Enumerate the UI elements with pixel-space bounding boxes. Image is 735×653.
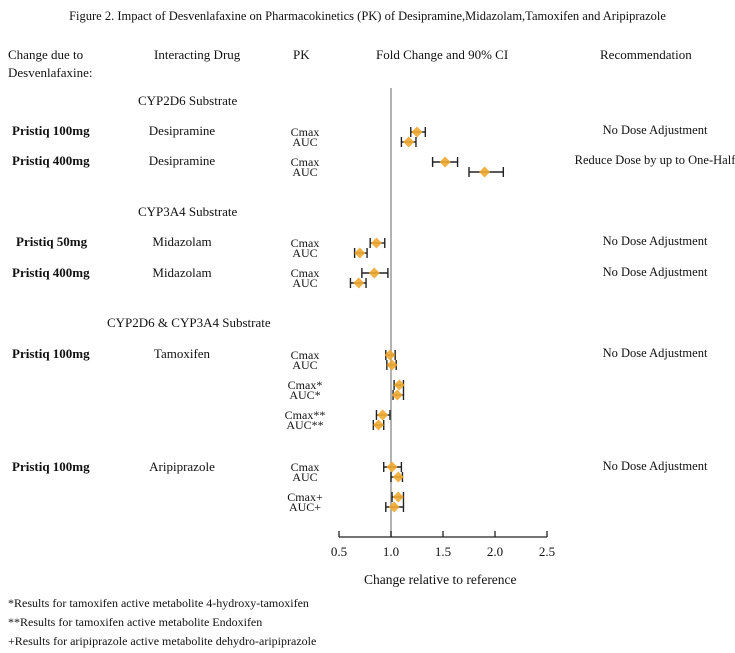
estimate-diamond: [386, 461, 398, 473]
section-label-cyp2d6-cyp3a4: CYP2D6 & CYP3A4 Substrate: [107, 315, 271, 330]
x-tick-label: 2.0: [487, 544, 503, 559]
estimate-diamond: [373, 419, 385, 431]
pk-label: Cmax*: [287, 378, 323, 392]
estimate-diamond: [368, 267, 380, 279]
estimate-diamond: [386, 359, 398, 371]
dose-label: Pristiq 400mg: [12, 153, 90, 168]
pk-label: Cmax: [290, 460, 320, 474]
dose-label: Pristiq 100mg: [12, 123, 90, 138]
x-tick-label: 1.0: [383, 544, 399, 559]
x-tick-label: 2.5: [539, 544, 555, 559]
dose-label: Pristiq 100mg: [12, 459, 90, 474]
x-tick-label: 1.5: [435, 544, 451, 559]
pk-label: Cmax: [290, 266, 320, 280]
recommendation-label: No Dose Adjustment: [602, 459, 708, 473]
estimate-diamond: [388, 501, 400, 513]
header-interacting-drug: Interacting Drug: [154, 47, 241, 62]
estimate-diamond: [403, 136, 415, 148]
estimate-diamond: [353, 277, 365, 289]
recommendation-label: No Dose Adjustment: [602, 346, 708, 360]
estimate-diamond: [479, 166, 491, 178]
recommendation-label: No Dose Adjustment: [602, 265, 708, 279]
drug-label: Tamoxifen: [153, 346, 211, 361]
recommendation-label: No Dose Adjustment: [602, 123, 708, 137]
footnote: *Results for tamoxifen active metabolite…: [8, 596, 309, 610]
recommendation-label: No Dose Adjustment: [602, 234, 708, 248]
pk-label: Cmax: [290, 236, 320, 250]
drug-label: Midazolam: [152, 234, 212, 249]
pk-label: Cmax: [290, 348, 320, 362]
estimate-diamond: [391, 389, 403, 401]
figure-title: Figure 2. Impact of Desvenlafaxine on Ph…: [69, 9, 666, 23]
header-recommendation: Recommendation: [600, 47, 692, 62]
section-label-cyp3a4: CYP3A4 Substrate: [138, 204, 238, 219]
header-change-due-to: Change due to: [8, 47, 84, 62]
drug-label: Desipramine: [148, 123, 216, 138]
drug-label: Desipramine: [148, 153, 216, 168]
pk-label: Cmax+: [287, 490, 323, 504]
dose-label: Pristiq 50mg: [16, 234, 88, 249]
estimate-diamond: [354, 247, 366, 259]
estimate-diamond: [370, 237, 382, 249]
pk-label: AUC*: [289, 388, 321, 402]
section-label-cyp2d6: CYP2D6 Substrate: [138, 93, 238, 108]
dose-label: Pristiq 100mg: [12, 346, 90, 361]
estimate-diamond: [411, 126, 423, 138]
pk-label: AUC: [292, 470, 318, 484]
pk-label: Cmax: [290, 155, 320, 169]
estimate-diamond: [393, 379, 405, 391]
footnote: +Results for aripiprazole active metabol…: [8, 634, 317, 648]
footnote: **Results for tamoxifen active metabolit…: [8, 615, 263, 629]
pk-label: Cmax**: [284, 408, 326, 422]
header-pk: PK: [293, 47, 310, 62]
x-axis-label: Change relative to reference: [364, 572, 517, 587]
estimate-diamond: [384, 349, 396, 361]
pk-label: AUC: [292, 276, 318, 290]
header-fold-change: Fold Change and 90% CI: [376, 47, 509, 62]
estimate-diamond: [439, 156, 451, 168]
pk-label: AUC: [292, 135, 318, 149]
recommendation-label: Reduce Dose by up to One-Half: [574, 153, 735, 167]
pk-label: AUC: [292, 246, 318, 260]
estimate-diamond: [392, 491, 404, 503]
pk-label: AUC+: [288, 500, 322, 514]
pk-label: AUC: [292, 165, 318, 179]
pk-label: AUC: [292, 358, 318, 372]
drug-label: Midazolam: [152, 265, 212, 280]
x-tick-label: 0.5: [331, 544, 347, 559]
estimate-diamond: [392, 471, 404, 483]
estimate-diamond: [377, 409, 389, 421]
header-desvenlafaxine: Desvenlafaxine:: [8, 65, 93, 80]
pk-label: AUC**: [286, 418, 324, 432]
pk-label: Cmax: [290, 125, 320, 139]
dose-label: Pristiq 400mg: [12, 265, 90, 280]
drug-label: Aripiprazole: [149, 459, 215, 474]
